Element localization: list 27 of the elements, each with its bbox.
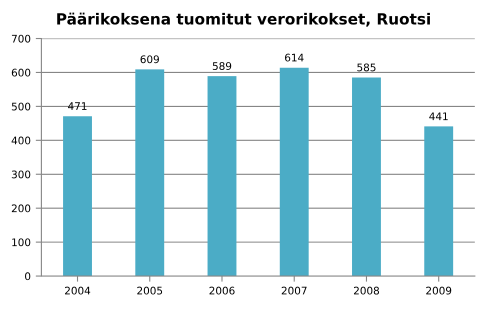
x-tick-label: 2005 — [137, 286, 162, 295]
x-tick-label: 2006 — [210, 286, 235, 295]
data-label: 614 — [285, 54, 304, 62]
data-label: 589 — [212, 62, 232, 70]
y-tick-label: 600 — [12, 68, 30, 77]
y-tick-label: 300 — [12, 170, 30, 178]
bar — [424, 126, 454, 276]
x-tick-label: 2007 — [282, 286, 307, 295]
x-tick-label: 2008 — [354, 286, 380, 295]
data-label: 609 — [140, 55, 159, 64]
y-tick-label: 0 — [25, 272, 30, 280]
y-tick-label: 500 — [12, 102, 30, 110]
y-tick-label: 100 — [12, 238, 30, 246]
chart-title: Päärikoksena tuomitut verorikokset, Ruotsi — [57, 12, 430, 27]
bar — [280, 68, 309, 276]
data-label: 471 — [68, 102, 86, 110]
x-tick-label: 2004 — [65, 286, 90, 295]
bar — [63, 116, 92, 276]
bar — [135, 69, 164, 276]
data-label: 585 — [357, 63, 376, 72]
bar — [208, 76, 236, 276]
y-tick-label: 400 — [12, 136, 30, 144]
data-label: 441 — [429, 112, 448, 120]
x-tick-label: 2009 — [426, 286, 452, 295]
bar — [352, 78, 381, 276]
y-tick-label: 200 — [12, 204, 30, 212]
y-tick-label: 700 — [12, 34, 30, 43]
